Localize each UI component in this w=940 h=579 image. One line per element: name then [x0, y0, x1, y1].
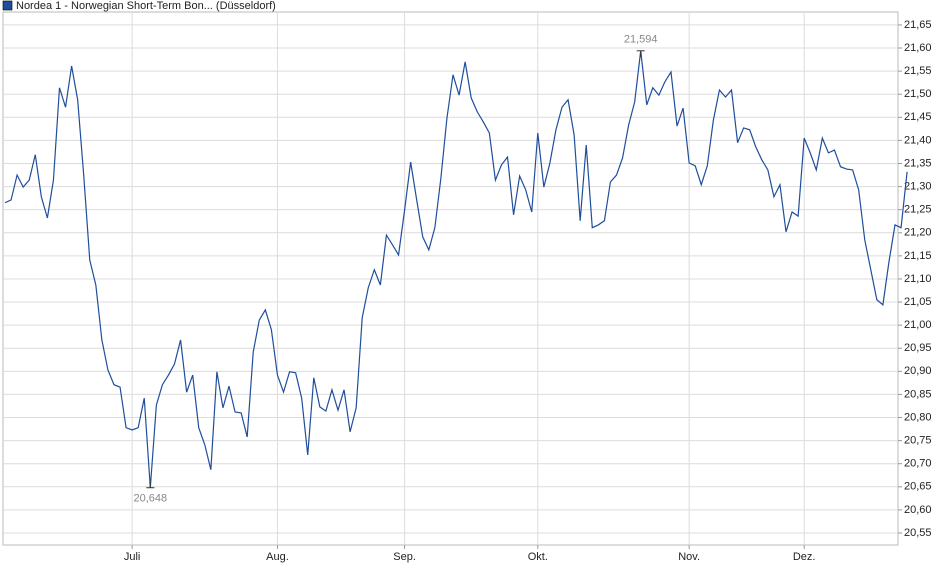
legend-swatch — [2, 0, 13, 11]
y-tick-label: 21,60 — [904, 42, 932, 54]
value-label: 20,648 — [133, 493, 167, 505]
x-tick-label: Sep. — [393, 551, 416, 563]
x-tick-label: Nov. — [678, 551, 700, 563]
y-tick-label: 20,55 — [904, 527, 932, 539]
x-tick-label: Okt. — [528, 551, 548, 563]
legend-label: Nordea 1 - Norwegian Short-Term Bon... (… — [16, 0, 276, 12]
y-tick-label: 21,20 — [904, 227, 932, 239]
y-tick-label: 20,75 — [904, 435, 932, 447]
y-tick-label: 21,50 — [904, 88, 932, 100]
y-tick-label: 21,30 — [904, 180, 932, 192]
y-tick-label: 21,40 — [904, 134, 932, 146]
y-tick-label: 20,70 — [904, 458, 932, 470]
x-tick-label: Dez. — [793, 551, 816, 563]
y-tick-label: 21,25 — [904, 204, 932, 216]
y-tick-label: 21,35 — [904, 157, 932, 169]
y-tick-label: 21,05 — [904, 296, 932, 308]
y-tick-label: 21,10 — [904, 273, 932, 285]
y-tick-label: 21,00 — [904, 319, 932, 331]
y-tick-label: 21,45 — [904, 111, 932, 123]
y-tick-label: 20,80 — [904, 411, 932, 423]
price-line — [4, 50, 908, 488]
y-tick-label: 21,15 — [904, 250, 932, 262]
x-tick-label: Juli — [124, 551, 141, 563]
y-tick-label: 20,95 — [904, 342, 932, 354]
y-tick-label: 20,90 — [904, 365, 932, 377]
value-label: 21,594 — [624, 34, 658, 46]
y-tick-label: 20,85 — [904, 388, 932, 400]
y-tick-label: 20,65 — [904, 481, 932, 493]
y-tick-label: 21,55 — [904, 65, 932, 77]
y-tick-label: 21,65 — [904, 19, 932, 31]
y-tick-label: 20,60 — [904, 504, 932, 516]
x-tick-label: Aug. — [266, 551, 289, 563]
